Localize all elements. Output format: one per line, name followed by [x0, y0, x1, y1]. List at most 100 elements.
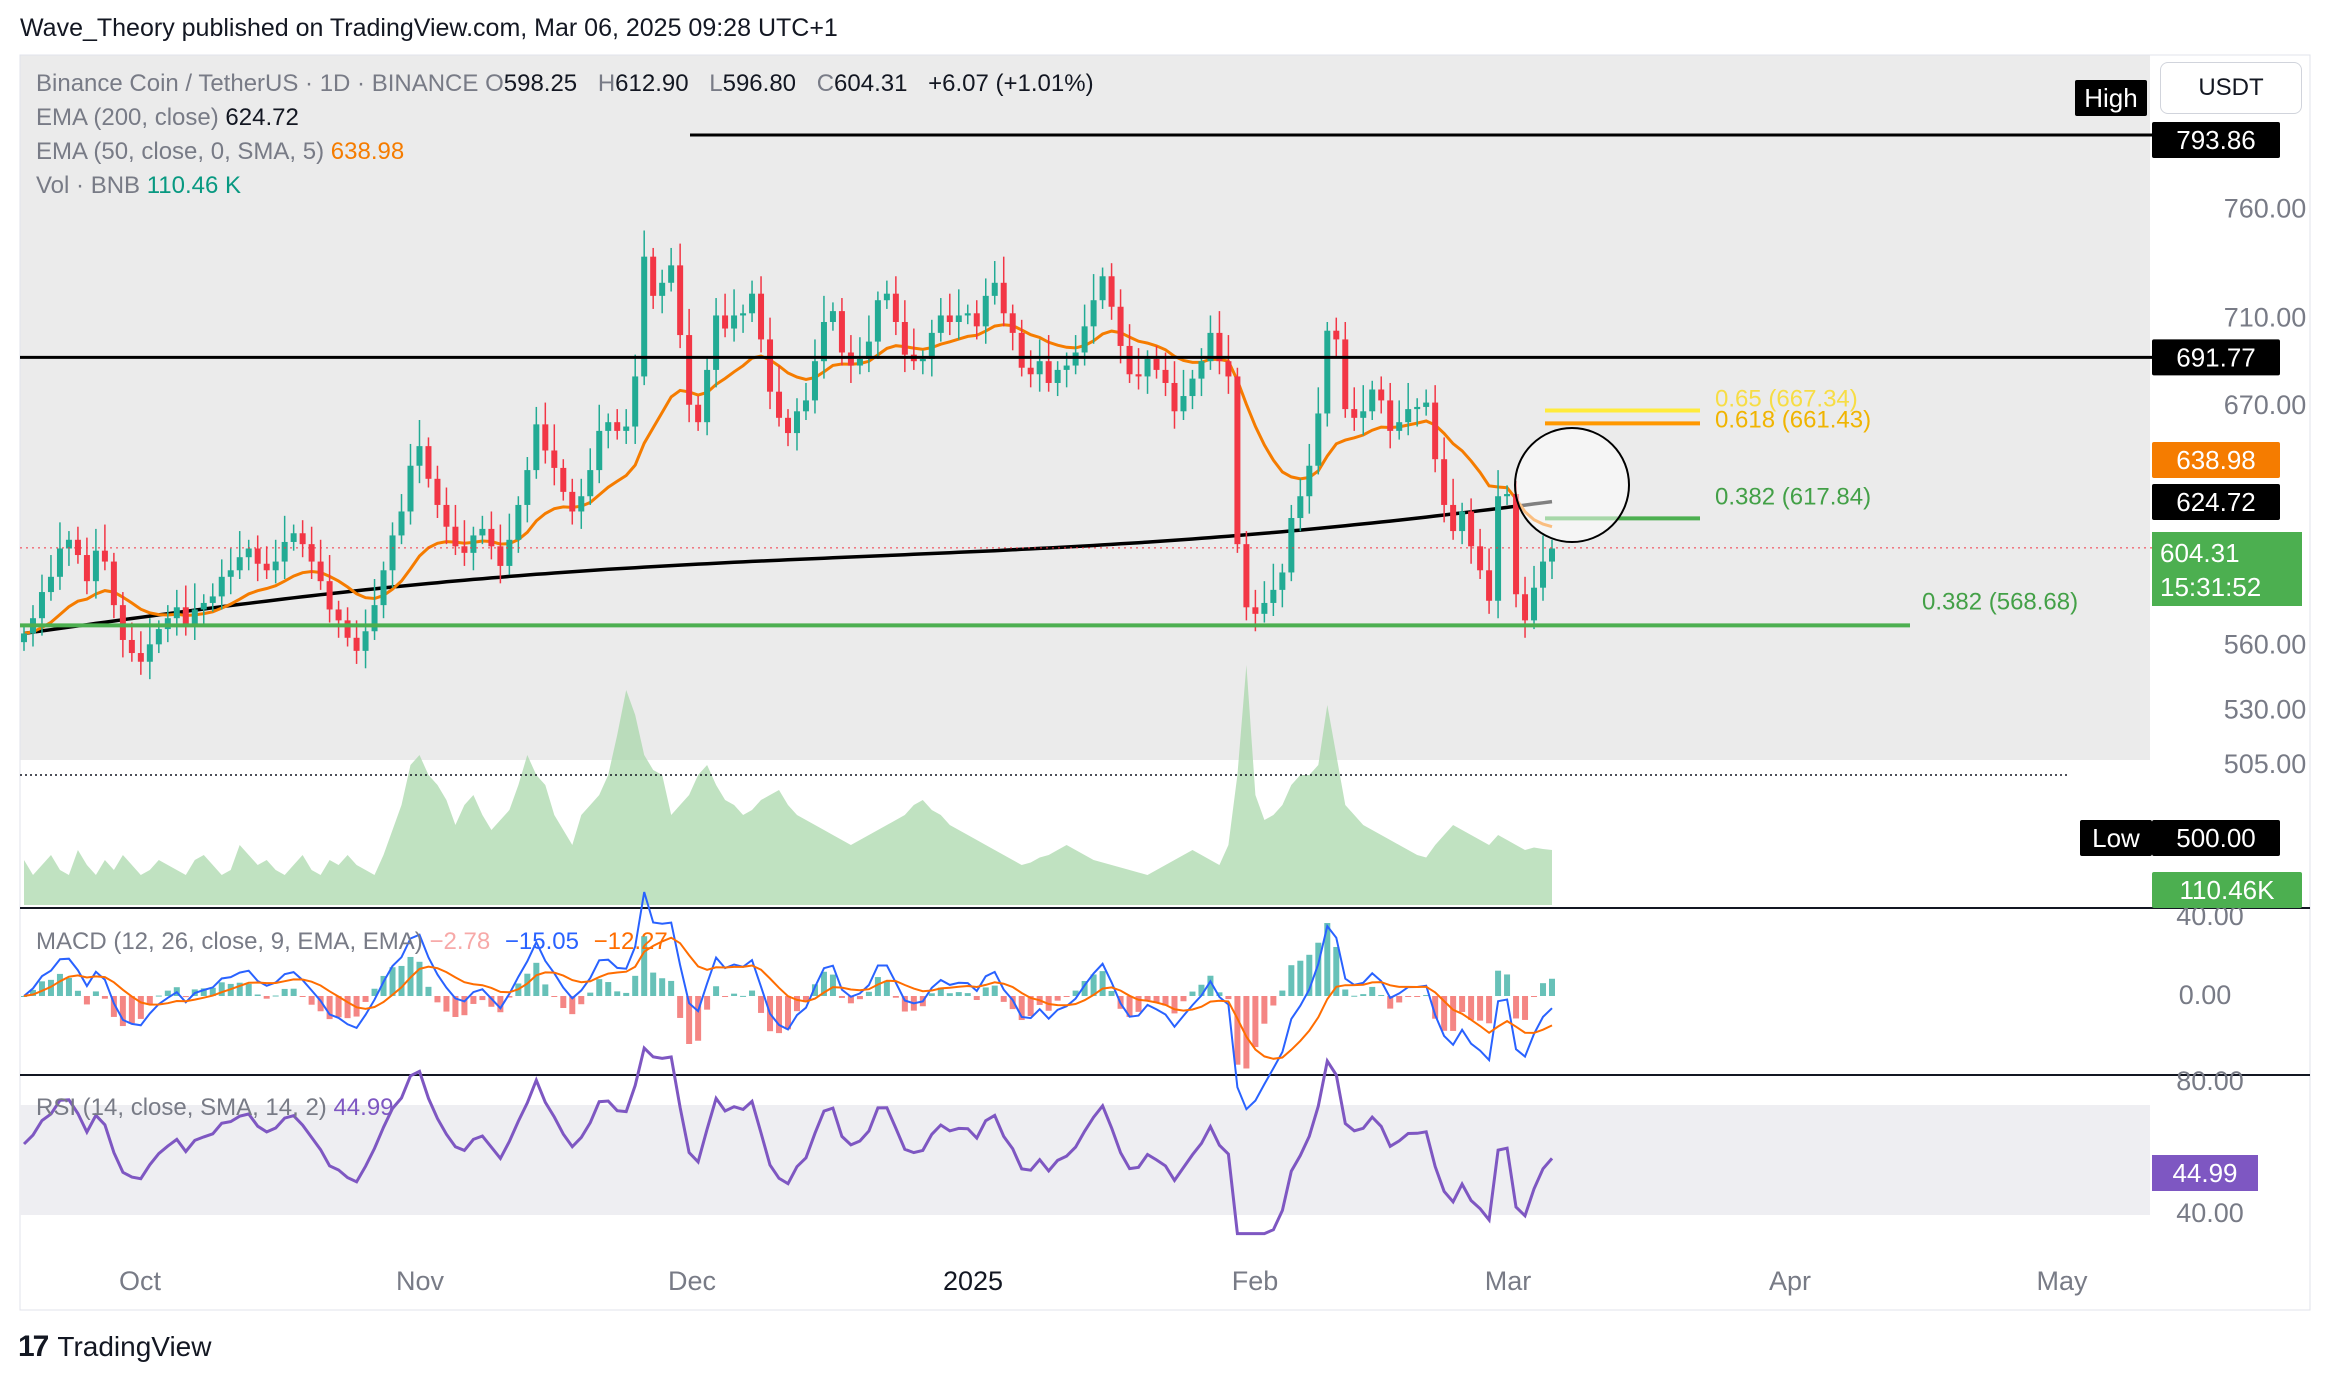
x-tick-label[interactable]: May	[2036, 1266, 2088, 1296]
macd-histogram-bar	[542, 984, 549, 996]
low-price-badge[interactable]: 500.00	[2152, 820, 2280, 856]
macd-histogram-bar	[1387, 996, 1394, 1009]
candle-body	[380, 570, 387, 606]
candle-body	[1306, 465, 1313, 497]
ema200-price-badge-text: 624.72	[2176, 487, 2256, 517]
macd-histogram-bar	[1009, 996, 1016, 1010]
x-tick-label[interactable]: Nov	[396, 1266, 445, 1296]
low-tag-badge[interactable]: Low	[2080, 820, 2152, 856]
volume-legend[interactable]: Vol · BNB 110.46 K	[36, 172, 255, 200]
volume-badge-bg	[2152, 872, 2302, 908]
low-tag-badge-bg	[2080, 820, 2152, 856]
macd-histogram-bar	[1342, 989, 1349, 996]
candle-body	[731, 315, 738, 329]
rsi-value-badge[interactable]: 44.99	[2152, 1155, 2258, 1191]
macd-histogram-bar	[785, 996, 791, 1030]
macd-histogram-bar	[847, 996, 854, 1004]
candle-body	[677, 265, 684, 336]
time-axis[interactable]: Oct Nov Dec 2025 Feb Mar Apr May	[119, 1266, 2088, 1296]
macd-histogram-bar	[1396, 996, 1403, 1003]
macd-histogram-bar	[1090, 974, 1097, 996]
y-tick-label[interactable]: 560.00	[2224, 629, 2307, 659]
macd-histogram-bar	[802, 996, 809, 1003]
x-tick-label[interactable]: Dec	[668, 1266, 716, 1296]
macd-histogram-bar	[623, 992, 630, 996]
macd-histogram-bar	[1108, 990, 1115, 996]
candle-body	[263, 563, 270, 571]
macd-histogram-bar	[1414, 996, 1421, 997]
level-lines[interactable]: 0.65 (667.34)0.618 (661.43) 0.382 (617.84…	[20, 133, 2160, 776]
candle-body	[838, 311, 845, 353]
x-tick-label[interactable]: Mar	[1485, 1266, 1532, 1296]
highlight-circle[interactable]	[1514, 427, 1630, 543]
candle-body	[982, 295, 989, 327]
candle-body	[290, 533, 297, 542]
ema50-label: EMA (50, close, 0, SMA, 5)	[36, 138, 325, 165]
rsi-axis-label: 80.00	[2176, 1066, 2244, 1096]
macd-histogram-bar	[596, 979, 603, 996]
candle-body	[407, 465, 414, 512]
macd-histogram-bar	[793, 996, 800, 1012]
macd-histogram-bar	[317, 996, 324, 1012]
high-tag-badge[interactable]: High	[2075, 80, 2147, 116]
last-price-bg	[2152, 532, 2302, 606]
macd-histogram-bar	[704, 996, 711, 1010]
candle-body	[92, 550, 99, 582]
y-tick-label[interactable]: 760.00	[2224, 194, 2307, 224]
high-price-badge-bg	[2152, 122, 2280, 158]
macd-histogram-bar	[299, 996, 306, 997]
y-tick-label[interactable]: 710.00	[2224, 303, 2307, 333]
candle-body	[1027, 367, 1034, 375]
candle-body	[1198, 361, 1205, 379]
ema50-legend[interactable]: EMA (50, close, 0, SMA, 5) 638.98	[36, 138, 418, 166]
candle-body	[1477, 546, 1484, 571]
macd-histogram-bar	[479, 996, 486, 1001]
macd-histogram-bar	[371, 988, 378, 996]
macd-legend[interactable]: MACD (12, 26, close, 9, EMA, EMA) −2.78 …	[36, 928, 682, 956]
ema50-price-badge[interactable]: 638.98	[2152, 442, 2280, 478]
fib-0382-upper-label: 0.382 (617.84)	[1715, 483, 1871, 510]
currency-selector-button[interactable]: USDT	[2160, 62, 2302, 114]
price-axis[interactable]: 760.00 710.00 670.00 560.00 530.00 505.00 High…	[2075, 80, 2306, 908]
candle-body	[1045, 361, 1052, 383]
x-tick-label[interactable]: Oct	[119, 1266, 162, 1296]
macd-histogram-bar	[569, 996, 576, 1015]
macd-histogram-bar	[497, 996, 504, 1013]
high-price-badge[interactable]: 793.86	[2152, 122, 2280, 158]
y-tick-label[interactable]: 670.00	[2224, 390, 2307, 420]
high-tag-badge-text: High	[2084, 83, 2137, 113]
macd-histogram-bar	[209, 987, 216, 996]
macd-histogram-bar	[686, 996, 693, 1044]
ema200-price-badge[interactable]: 624.72	[2152, 484, 2280, 520]
last-price-badge[interactable]: 604.31 15:31:52	[2152, 532, 2302, 606]
rsi-legend[interactable]: RSI (14, close, SMA, 14, 2) 44.99	[36, 1094, 408, 1122]
candle-body	[1081, 326, 1088, 353]
tradingview-brand[interactable]: 17 TradingView	[18, 1330, 211, 1364]
macd-label: MACD (12, 26, close, 9, EMA, EMA)	[36, 928, 423, 955]
ema200-legend[interactable]: EMA (200, close) 624.72	[36, 104, 313, 132]
candle-body	[317, 561, 324, 582]
chart-border	[19, 54, 2311, 1311]
macd-histogram-bar	[29, 989, 36, 996]
y-tick-label[interactable]: 505.00	[2224, 749, 2307, 779]
highlight-region	[20, 55, 2150, 760]
x-tick-label[interactable]: Feb	[1232, 1266, 1279, 1296]
resistance-price-badge[interactable]: 691.77	[2152, 339, 2280, 376]
macd-histogram-bar	[21, 996, 27, 997]
macd-histogram-bar	[776, 996, 783, 1034]
macd-histogram-bar	[380, 975, 387, 996]
macd-histogram-bar	[758, 996, 765, 1013]
x-tick-label[interactable]: Apr	[1769, 1266, 1811, 1296]
y-tick-label[interactable]: 530.00	[2224, 695, 2307, 725]
candle-body	[1036, 361, 1043, 375]
volume-badge[interactable]: 110.46K	[2152, 872, 2302, 908]
candle-body	[1144, 359, 1151, 377]
candle-body	[1126, 345, 1133, 375]
candle-body	[686, 335, 693, 405]
candle-body	[542, 424, 549, 451]
x-tick-label[interactable]: 2025	[943, 1266, 1003, 1296]
macd-histogram-bar	[587, 992, 594, 996]
macd-histogram-bar	[1441, 996, 1448, 1031]
candle-body	[883, 293, 890, 301]
